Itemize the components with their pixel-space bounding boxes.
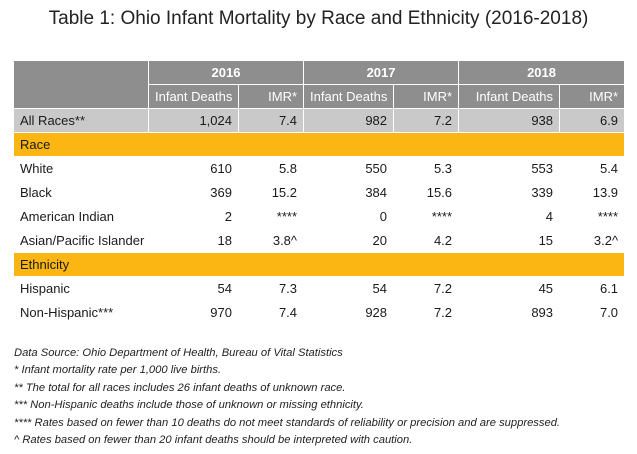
table-cell: 54 <box>148 276 239 301</box>
row-label: Hispanic <box>13 276 149 301</box>
table-cell: 5.3 <box>393 156 460 181</box>
section-label: Race <box>12 132 626 157</box>
year-2016-header: 2016 <box>147 60 305 85</box>
race-section-row: Race <box>12 132 626 157</box>
table-cell: 7.2 <box>393 300 460 325</box>
table-cell: 0 <box>303 204 395 229</box>
subheader-row: Infant Deaths IMR* Infant Deaths IMR* In… <box>14 84 626 109</box>
table-cell: 4 <box>458 204 561 229</box>
table-cell: 3.8^ <box>237 228 305 253</box>
table-cell: 5.4 <box>559 156 626 181</box>
data-source-note: Data Source: Ohio Department of Health, … <box>14 347 343 359</box>
table-cell: 7.4 <box>237 300 305 325</box>
table-cell: 982 <box>303 108 395 133</box>
imr-header: IMR* <box>559 84 626 109</box>
table-cell: 893 <box>458 300 561 325</box>
table-row: Black 369 15.2 384 15.6 339 13.9 <box>13 180 626 205</box>
row-label: White <box>13 156 149 181</box>
table-cell: 938 <box>458 108 561 133</box>
table-cell: 369 <box>148 180 239 205</box>
imr-header: IMR* <box>237 84 305 109</box>
table-row: American Indian 2 **** 0 **** 4 **** <box>13 204 626 229</box>
table-cell: 13.9 <box>559 180 626 205</box>
table-row: Asian/Pacific Islander 18 3.8^ 20 4.2 15… <box>13 228 626 253</box>
infant-deaths-header: Infant Deaths <box>303 84 395 109</box>
row-label: Non-Hispanic*** <box>13 300 149 325</box>
table-cell: 5.8 <box>237 156 305 181</box>
table-cell: 54 <box>303 276 395 301</box>
table-cell: 15 <box>458 228 561 253</box>
table-cell: 7.2 <box>393 108 460 133</box>
table-row: Hispanic 54 7.3 54 7.2 45 6.1 <box>13 276 626 301</box>
row-label: American Indian <box>13 204 149 229</box>
table-cell: 15.2 <box>237 180 305 205</box>
table-cell: 553 <box>458 156 561 181</box>
table-cell: 7.2 <box>393 276 460 301</box>
table-cell: 18 <box>148 228 239 253</box>
footnote: *** Non-Hispanic deaths include those of… <box>14 399 364 412</box>
table-cell: 45 <box>458 276 561 301</box>
table-cell: 7.3 <box>237 276 305 301</box>
table-cell: 6.1 <box>559 276 626 301</box>
ethnicity-section-row: Ethnicity <box>12 252 626 277</box>
table-cell: **** <box>559 204 626 229</box>
footnote: ** The total for all races includes 26 i… <box>14 381 346 394</box>
table-cell: 610 <box>148 156 239 181</box>
section-label: Ethnicity <box>12 252 626 277</box>
footnote: * Infant mortality rate per 1,000 live b… <box>14 364 222 377</box>
table-cell: 339 <box>458 180 561 205</box>
table-cell: **** <box>237 204 305 229</box>
table-cell: 384 <box>303 180 395 205</box>
year-2018-header: 2018 <box>458 60 626 85</box>
table-cell: 20 <box>303 228 395 253</box>
table-title: Table 1: Ohio Infant Mortality by Race a… <box>48 8 589 29</box>
all-races-row: All Races** 1,024 7.4 982 7.2 938 6.9 <box>13 108 626 133</box>
row-label: All Races** <box>13 108 149 133</box>
mortality-table: 2016 2017 2018 Infant Deaths IMR* Infant… <box>12 60 626 325</box>
row-label: Asian/Pacific Islander <box>13 228 149 253</box>
infant-deaths-header: Infant Deaths <box>148 84 239 109</box>
year-2017-header: 2017 <box>303 60 460 85</box>
table-cell: 928 <box>303 300 395 325</box>
infant-deaths-header: Infant Deaths <box>458 84 561 109</box>
row-label: Black <box>13 180 149 205</box>
table-cell: 15.6 <box>393 180 460 205</box>
table-cell: 970 <box>148 300 239 325</box>
imr-header: IMR* <box>393 84 460 109</box>
table-cell: **** <box>393 204 460 229</box>
table-cell: 7.0 <box>559 300 626 325</box>
footnote: **** Rates based on fewer than 10 deaths… <box>14 416 561 429</box>
table-row: White 610 5.8 550 5.3 553 5.4 <box>13 156 626 181</box>
table-cell: 3.2^ <box>559 228 626 253</box>
table-cell: 4.2 <box>393 228 460 253</box>
year-header-row: 2016 2017 2018 <box>13 60 626 109</box>
footnote: ^ Rates based on fewer than 20 infant de… <box>14 434 413 447</box>
table-cell: 7.4 <box>237 108 305 133</box>
table-cell: 1,024 <box>148 108 239 133</box>
table-cell: 6.9 <box>559 108 626 133</box>
footnotes: Data Source: Ohio Department of Health, … <box>14 345 634 449</box>
corner-cell <box>13 60 149 109</box>
table-cell: 550 <box>303 156 395 181</box>
table-row: Non-Hispanic*** 970 7.4 928 7.2 893 7.0 <box>13 300 626 325</box>
table-cell: 2 <box>148 204 239 229</box>
